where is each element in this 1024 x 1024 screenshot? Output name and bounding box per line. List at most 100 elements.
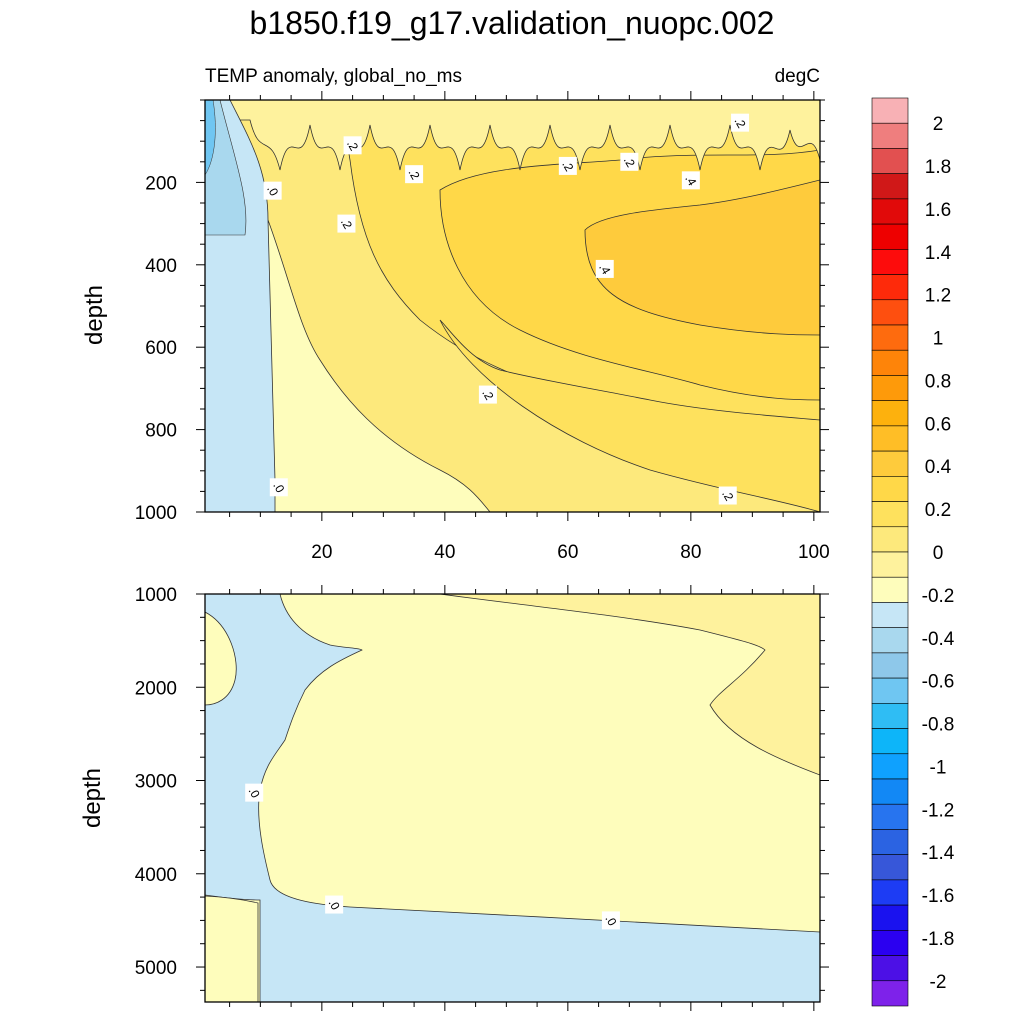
colorbar-label: 0.4 [925, 457, 952, 478]
colorbar-label: 1.6 [925, 200, 951, 221]
colorbar-swatch [871, 375, 909, 401]
contour-label-box [681, 171, 700, 190]
bottom-contour-labels: .0.0.0 [245, 783, 620, 930]
y-tick-label: 3000 [135, 772, 177, 793]
top-ylabel: depth [81, 285, 108, 345]
top-band-lower-03 [439, 319, 820, 512]
x-tick-label: 80 [680, 542, 701, 563]
colorbar-swatch [871, 703, 909, 729]
colorbar: 2 1.8 1.6 1.4 1.2 1 0.8 0.6 0.4 0.2 0 -0.2 -0.4 -0.6 -… [871, 97, 955, 1007]
colorbar-swatch [871, 324, 909, 351]
colorbar-label: 1.2 [925, 286, 951, 307]
contour-label-box [620, 152, 639, 171]
colorbar-swatch [871, 223, 909, 250]
colorbar-label: 0.8 [925, 371, 951, 392]
colorbar-label: 1.8 [925, 157, 951, 178]
colorbar-swatch [871, 349, 909, 376]
bottom-band-upper-right [439, 594, 820, 776]
colorbar-label: -1.8 [922, 929, 955, 950]
colorbar-swatch [871, 526, 909, 553]
colorbar-label: 1.4 [925, 243, 952, 264]
colorbar-label: 0.2 [925, 500, 951, 521]
bottom-plot-frame [204, 593, 821, 1003]
colorbar-swatch [871, 652, 909, 679]
colorbar-swatch [871, 97, 909, 124]
colorbar-label: -1.4 [922, 843, 955, 864]
contour-label-box [325, 895, 344, 914]
y-tick-label: 2000 [135, 678, 177, 699]
bottom-axes: 1000 2000 3000 4000 5000 [135, 585, 829, 1011]
colorbar-label: -0.4 [922, 629, 955, 650]
contour-label-box [405, 165, 424, 184]
x-tick-label: 20 [311, 542, 332, 563]
y-tick-label: 600 [145, 338, 177, 359]
contour-label-box [478, 385, 497, 404]
chart-title: b1850.f19_g17.validation_nuopc.002 [250, 5, 775, 41]
x-tick-label: 40 [434, 542, 455, 563]
colorbar-swatch [871, 829, 909, 855]
contour-label-box [558, 156, 577, 175]
bottom-band-low-left [205, 895, 259, 1002]
colorbar-swatch [871, 122, 909, 149]
colorbar-label: -1 [930, 757, 947, 778]
x-tick-label: 60 [557, 542, 578, 563]
contour-label-box [337, 214, 356, 233]
colorbar-label: -2 [930, 972, 947, 993]
bottom-band-left-bubble [205, 611, 237, 706]
colorbar-swatch [871, 627, 909, 654]
x-tick-label: 100 [798, 542, 830, 563]
y-tick-label: 800 [145, 421, 177, 442]
y-tick-label: 400 [145, 256, 177, 277]
colorbar-label: -0.8 [922, 715, 955, 736]
y-tick-label: 4000 [135, 865, 177, 886]
colorbar-swatch [871, 551, 909, 578]
colorbar-label: 0.6 [925, 414, 951, 435]
colorbar-swatch [871, 148, 909, 174]
contour-label-box [718, 486, 737, 505]
colorbar-swatch [871, 930, 909, 956]
colorbar-label: 0 [933, 543, 944, 564]
top-contour-labels: .0.2.2.2.2.2.4.4.2.0.2.2 [263, 113, 750, 505]
contour-label-box [595, 259, 614, 278]
colorbar-label: -0.6 [922, 672, 955, 693]
colorbar-swatch [871, 778, 909, 805]
colorbar-swatch [871, 602, 909, 628]
y-tick-label: 1000 [135, 503, 177, 524]
top-panel: TEMP anomaly, global_no_ms degC 20 40 60 80… [81, 66, 830, 563]
colorbar-label: -0.2 [922, 586, 955, 607]
top-subtitle-left: TEMP anomaly, global_no_ms [205, 66, 462, 87]
bottom-panel: 1000 2000 3000 4000 5000 .0.0.0 depth [79, 585, 829, 1011]
colorbar-swatch [871, 854, 909, 881]
colorbar-swatch [871, 198, 909, 225]
top-subtitle-right: degC [775, 66, 820, 87]
colorbar-swatch [871, 450, 909, 477]
colorbar-swatch [871, 955, 909, 982]
colorbar-swatch [871, 728, 909, 755]
contour-label-box [601, 911, 620, 930]
top-band-wiggles [205, 100, 820, 171]
colorbar-swatch [871, 425, 909, 452]
contour-label-box [731, 113, 750, 132]
top-band-0 [267, 219, 491, 512]
colorbar-swatch [871, 476, 909, 502]
colorbar-swatch [871, 299, 909, 326]
top-contour-field [205, 100, 820, 512]
colorbar-swatch [871, 501, 909, 528]
colorbar-swatch [871, 753, 909, 780]
y-tick-label: 1000 [135, 585, 177, 606]
top-axes: 20 40 60 80 100 200 400 600 800 1000 [135, 91, 830, 563]
contour-label-box [343, 136, 362, 155]
colorbar-swatch [871, 803, 909, 830]
colorbar-label: 2 [933, 114, 944, 135]
top-band-05 [584, 179, 820, 336]
bottom-ylabel: depth [79, 768, 106, 828]
y-tick-label: 200 [145, 173, 177, 194]
colorbar-label: -1.6 [922, 886, 955, 907]
colorbar-swatch [871, 879, 909, 906]
colorbar-label: -1.2 [922, 800, 955, 821]
bottom-band-neg-upper [205, 594, 820, 1002]
colorbar-swatch [871, 274, 909, 301]
colorbar-swatch [871, 400, 909, 427]
colorbar-swatch [871, 904, 909, 931]
colorbar-label: 1 [933, 329, 944, 350]
